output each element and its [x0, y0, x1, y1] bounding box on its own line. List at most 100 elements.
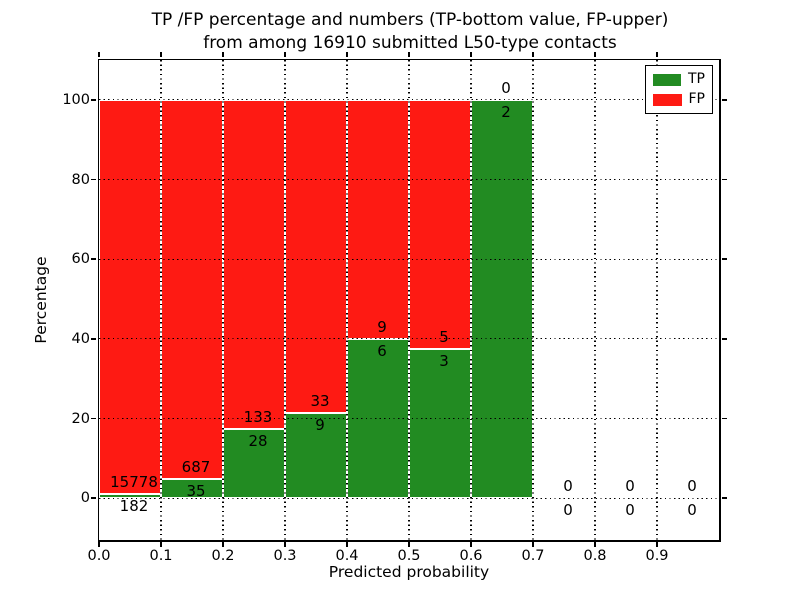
x-tickmark-bottom	[160, 541, 162, 547]
x-axis-label: Predicted probability	[328, 563, 490, 581]
chart-title-line1: TP /FP percentage and numbers (TP-bottom…	[151, 10, 669, 30]
x-tick-label: 0.3	[273, 548, 297, 564]
tp-count-label: 28	[248, 431, 268, 450]
x-gridline	[656, 60, 658, 540]
x-tickmark-top	[160, 52, 162, 57]
x-tickmark-top	[532, 52, 534, 57]
fp-count-label: 5	[439, 327, 449, 346]
fp-count-label: 0	[501, 78, 511, 97]
x-tick-label: 0.5	[397, 548, 421, 564]
x-tick-label: 0.6	[459, 548, 483, 564]
x-tickmark-top	[98, 52, 100, 57]
tp-count-label: 0	[625, 501, 635, 520]
x-gridline	[346, 60, 348, 540]
x-tick-label: 0.7	[521, 548, 545, 564]
bar-segment-tp	[471, 99, 533, 499]
x-gridline	[532, 60, 534, 540]
y-tickmark-right	[722, 178, 727, 181]
legend-label-tp: TP	[688, 71, 705, 87]
fp-count-label: 0	[563, 477, 573, 496]
x-tickmark-top	[656, 52, 658, 57]
legend-item-fp: FP	[653, 92, 705, 107]
tp-count-label: 9	[315, 415, 325, 434]
x-gridline	[594, 60, 596, 540]
bar-segment-fp	[285, 99, 347, 413]
x-tickmark-bottom	[594, 541, 596, 547]
y-tickmark-right	[722, 497, 727, 499]
y-tickmark-right	[722, 99, 727, 101]
bar-segment-tp	[409, 348, 471, 499]
x-tickmark-top	[222, 52, 224, 57]
right-spine	[719, 58, 721, 542]
bar-segment-fp	[347, 99, 409, 339]
chart-title-line2: from among 16910 submitted L50-type cont…	[203, 33, 617, 53]
bar-segment-fp	[99, 99, 161, 494]
x-tickmark-bottom	[346, 541, 348, 547]
tp-count-label: 0	[563, 501, 573, 520]
x-tickmark-bottom	[656, 541, 658, 547]
x-tickmark-bottom	[98, 541, 100, 547]
y-tickmark-left	[91, 99, 96, 101]
x-tick-label: 0.1	[149, 548, 173, 564]
fp-count-label: 33	[310, 391, 330, 410]
plot-area: TP FP 15778 182 687 35 133 28 33 9 9 6 5 3 0 2 0 0 0 0 0 0 0…	[62, 52, 727, 564]
tp-count-label: 35	[186, 481, 206, 500]
fp-count-label: 133	[243, 407, 273, 426]
legend-item-tp: TP	[653, 72, 705, 87]
x-tickmark-bottom	[284, 541, 286, 547]
bar-segment-tp	[223, 428, 285, 499]
y-tick-label: 80	[71, 171, 90, 188]
bar-segment-fp	[223, 99, 285, 429]
x-tick-label: 0.4	[335, 548, 359, 564]
top-spine	[97, 58, 721, 60]
x-tickmark-top	[470, 52, 472, 57]
y-tick-label: 0	[80, 490, 90, 507]
tp-count-label: 2	[501, 102, 511, 121]
x-tick-label: 0.2	[211, 548, 235, 564]
tp-color-swatch	[653, 73, 681, 86]
fp-count-label: 15778	[110, 472, 158, 491]
tp-count-label: 182	[119, 496, 149, 515]
bar-segment-fp	[161, 99, 223, 479]
y-tickmark-left	[91, 178, 96, 181]
bottom-spine	[97, 540, 721, 542]
x-tickmark-top	[346, 52, 348, 57]
tp-count-label: 6	[377, 341, 387, 360]
tp-count-label: 0	[687, 501, 697, 520]
x-tick-label: 0.8	[583, 548, 607, 564]
y-tick-label: 100	[62, 91, 90, 108]
fp-count-label: 0	[625, 477, 635, 496]
y-tick-label: 40	[71, 330, 90, 347]
x-gridline	[160, 60, 162, 540]
y-tickmark-right	[722, 338, 727, 340]
legend: TP FP	[645, 65, 713, 114]
x-gridline	[470, 60, 472, 540]
fp-count-label: 9	[377, 317, 387, 336]
x-tickmark-bottom	[408, 541, 410, 547]
x-tickmark-bottom	[532, 541, 534, 547]
y-tickmark-left	[91, 258, 96, 260]
x-gridline	[408, 60, 410, 540]
y-tickmark-right	[722, 258, 727, 260]
y-tickmark-left	[91, 417, 96, 420]
y-tickmark-right	[722, 417, 727, 420]
x-tick-label: 0.9	[645, 548, 669, 564]
fp-count-label: 0	[687, 477, 697, 496]
x-tickmark-bottom	[470, 541, 472, 547]
y-tickmark-left	[91, 338, 96, 340]
x-tickmark-top	[284, 52, 286, 57]
x-gridline	[222, 60, 224, 540]
tp-count-label: 3	[439, 351, 449, 370]
x-tickmark-top	[408, 52, 410, 57]
x-tick-label: 0.0	[87, 548, 111, 564]
legend-label-fp: FP	[688, 91, 706, 107]
y-tick-label: 20	[71, 410, 90, 427]
y-tick-label: 60	[71, 251, 90, 268]
x-tickmark-bottom	[222, 541, 224, 547]
chart-title: TP /FP percentage and numbers (TP-bottom…	[60, 9, 760, 55]
x-gridline	[284, 60, 286, 540]
left-spine	[97, 58, 99, 542]
fp-color-swatch	[653, 93, 682, 106]
bar-segment-fp	[409, 99, 471, 349]
